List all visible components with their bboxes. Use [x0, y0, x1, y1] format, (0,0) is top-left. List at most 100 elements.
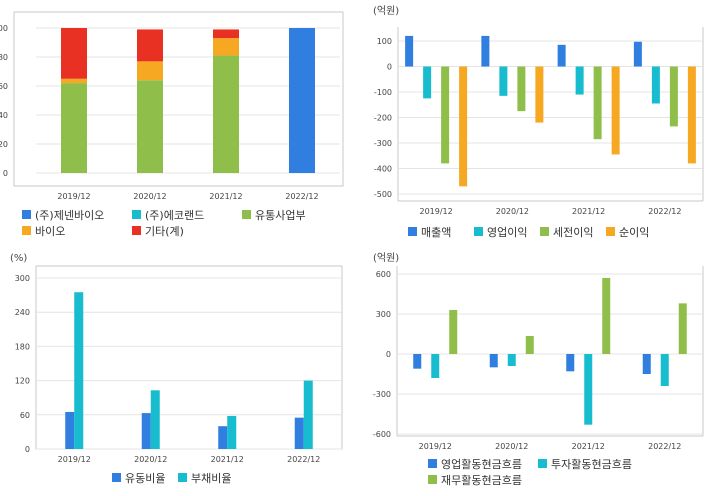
- bar-3-2022/12: [669, 66, 678, 127]
- bar-3-2019/12: [441, 66, 450, 164]
- y-tick-label: 240: [15, 308, 30, 317]
- bar-2-2022/12: [660, 354, 669, 386]
- bar-3-2020/12: [517, 66, 526, 112]
- plot-frame: [13, 11, 344, 187]
- bar-4-2021/12: [611, 66, 620, 155]
- x-tick-label: 2019/12: [57, 192, 90, 201]
- bar-4-2020/12: [137, 61, 163, 81]
- x-tick-label: 2020/12: [134, 455, 167, 464]
- bar-5-2021/12: [213, 29, 239, 39]
- legend-label: 기타(계): [145, 225, 184, 238]
- legend-swatch: [132, 210, 141, 219]
- y-tick-label: 300: [376, 310, 391, 319]
- legend-swatch: [538, 459, 547, 468]
- y-tick-label: -400: [374, 165, 392, 174]
- legend-label: 순이익: [619, 226, 649, 239]
- x-tick-label: 2020/12: [496, 207, 529, 216]
- bar-2-2022/12: [303, 380, 313, 449]
- y-tick-label: 0: [387, 63, 392, 72]
- x-tick-label: 2021/12: [211, 455, 244, 464]
- x-tick-label: 2019/12: [419, 442, 452, 451]
- bar-1-2021/12: [218, 426, 228, 449]
- x-tick-label: 2022/12: [648, 442, 681, 451]
- y-tick-label: -300: [374, 139, 392, 148]
- y-tick-label: 60: [20, 411, 30, 420]
- y-tick-label: 40: [0, 111, 8, 120]
- legend-swatch: [112, 473, 121, 482]
- y-tick-label: 0: [386, 350, 391, 359]
- y-tick-label: 0: [3, 169, 8, 178]
- legend-swatch: [474, 227, 483, 236]
- bar-4-2019/12: [459, 66, 468, 187]
- legend-label: 재무활동현금흐름: [441, 473, 522, 487]
- y-tick-label: -600: [373, 430, 391, 439]
- bar-3-2021/12: [593, 66, 602, 140]
- bar-2-2021/12: [227, 415, 237, 449]
- bar-1-2019/12: [65, 411, 75, 449]
- legend-label: 세전이익: [553, 226, 593, 239]
- legend-label: 투자활동현금흐름: [551, 457, 632, 471]
- bar-2-2021/12: [584, 354, 593, 425]
- axis-unit-label: (%): [10, 253, 27, 264]
- x-tick-label: 2020/12: [133, 192, 166, 201]
- legend-swatch: [242, 210, 251, 219]
- legend-label: 매출액: [421, 226, 451, 239]
- bar-2-2020/12: [499, 66, 508, 96]
- y-tick-label: 60: [0, 82, 8, 91]
- bar-3-2021/12: [602, 278, 611, 354]
- bar-3-2019/12: [449, 310, 458, 354]
- x-tick-label: 2022/12: [287, 455, 320, 464]
- legend-swatch: [540, 227, 549, 236]
- bar-2-2019/12: [423, 66, 432, 99]
- legend-swatch: [606, 227, 615, 236]
- x-tick-label: 2020/12: [495, 442, 528, 451]
- bar-4-2022/12: [687, 66, 696, 164]
- legend-label: 유통사업부: [255, 209, 306, 222]
- legend-swatch: [22, 210, 31, 219]
- bar-4-2021/12: [213, 38, 239, 56]
- bar-1-2022/12: [289, 28, 315, 173]
- y-tick-label: 100: [0, 24, 8, 33]
- bar-2-2020/12: [150, 390, 160, 449]
- bar-1-2020/12: [481, 35, 490, 67]
- x-tick-label: 2019/12: [58, 455, 91, 464]
- bar-3-2020/12: [137, 80, 163, 173]
- bar-1-2020/12: [489, 354, 498, 368]
- bar-1-2019/12: [405, 35, 414, 67]
- bar-5-2019/12: [61, 28, 87, 79]
- y-tick-label: 600: [376, 270, 391, 279]
- y-tick-label: 120: [15, 377, 30, 386]
- legend-swatch: [22, 226, 31, 235]
- y-tick-label: 100: [377, 37, 392, 46]
- bar-5-2020/12: [137, 29, 163, 62]
- legend-swatch: [408, 227, 417, 236]
- bar-1-2022/12: [294, 417, 304, 449]
- legend-swatch: [132, 226, 141, 235]
- chart-panel-3: 0 60 120 180 240 300 (%) 2019/12 2020/12 2021/12 2…: [10, 253, 343, 485]
- x-tick-label: 2022/12: [648, 207, 681, 216]
- bar-2-2019/12: [431, 354, 440, 378]
- y-tick-label: 180: [15, 342, 30, 351]
- x-tick-label: 2022/12: [285, 192, 318, 201]
- y-tick-label: -200: [374, 114, 392, 123]
- bar-1-2021/12: [557, 44, 566, 67]
- x-tick-label: 2021/12: [572, 442, 605, 451]
- y-tick-label: -100: [374, 88, 392, 97]
- bar-3-2020/12: [525, 336, 534, 354]
- bar-4-2019/12: [61, 78, 87, 84]
- bar-3-2022/12: [678, 303, 687, 354]
- x-tick-label: 2019/12: [420, 207, 453, 216]
- y-tick-label: -300: [373, 390, 391, 399]
- legend-label: (주)제넨바이오: [35, 209, 104, 222]
- y-tick-label: 0: [25, 445, 30, 454]
- legend-swatch: [178, 473, 187, 482]
- y-tick-label: 80: [0, 53, 8, 62]
- legend-label: (주)에코랜드: [145, 209, 204, 222]
- legend-label: 바이오: [35, 225, 65, 238]
- bar-2-2020/12: [507, 354, 516, 366]
- bar-1-2021/12: [566, 354, 575, 372]
- legend-label: 영업이익: [487, 226, 527, 239]
- bar-4-2020/12: [535, 66, 544, 123]
- bar-2-2022/12: [651, 66, 660, 104]
